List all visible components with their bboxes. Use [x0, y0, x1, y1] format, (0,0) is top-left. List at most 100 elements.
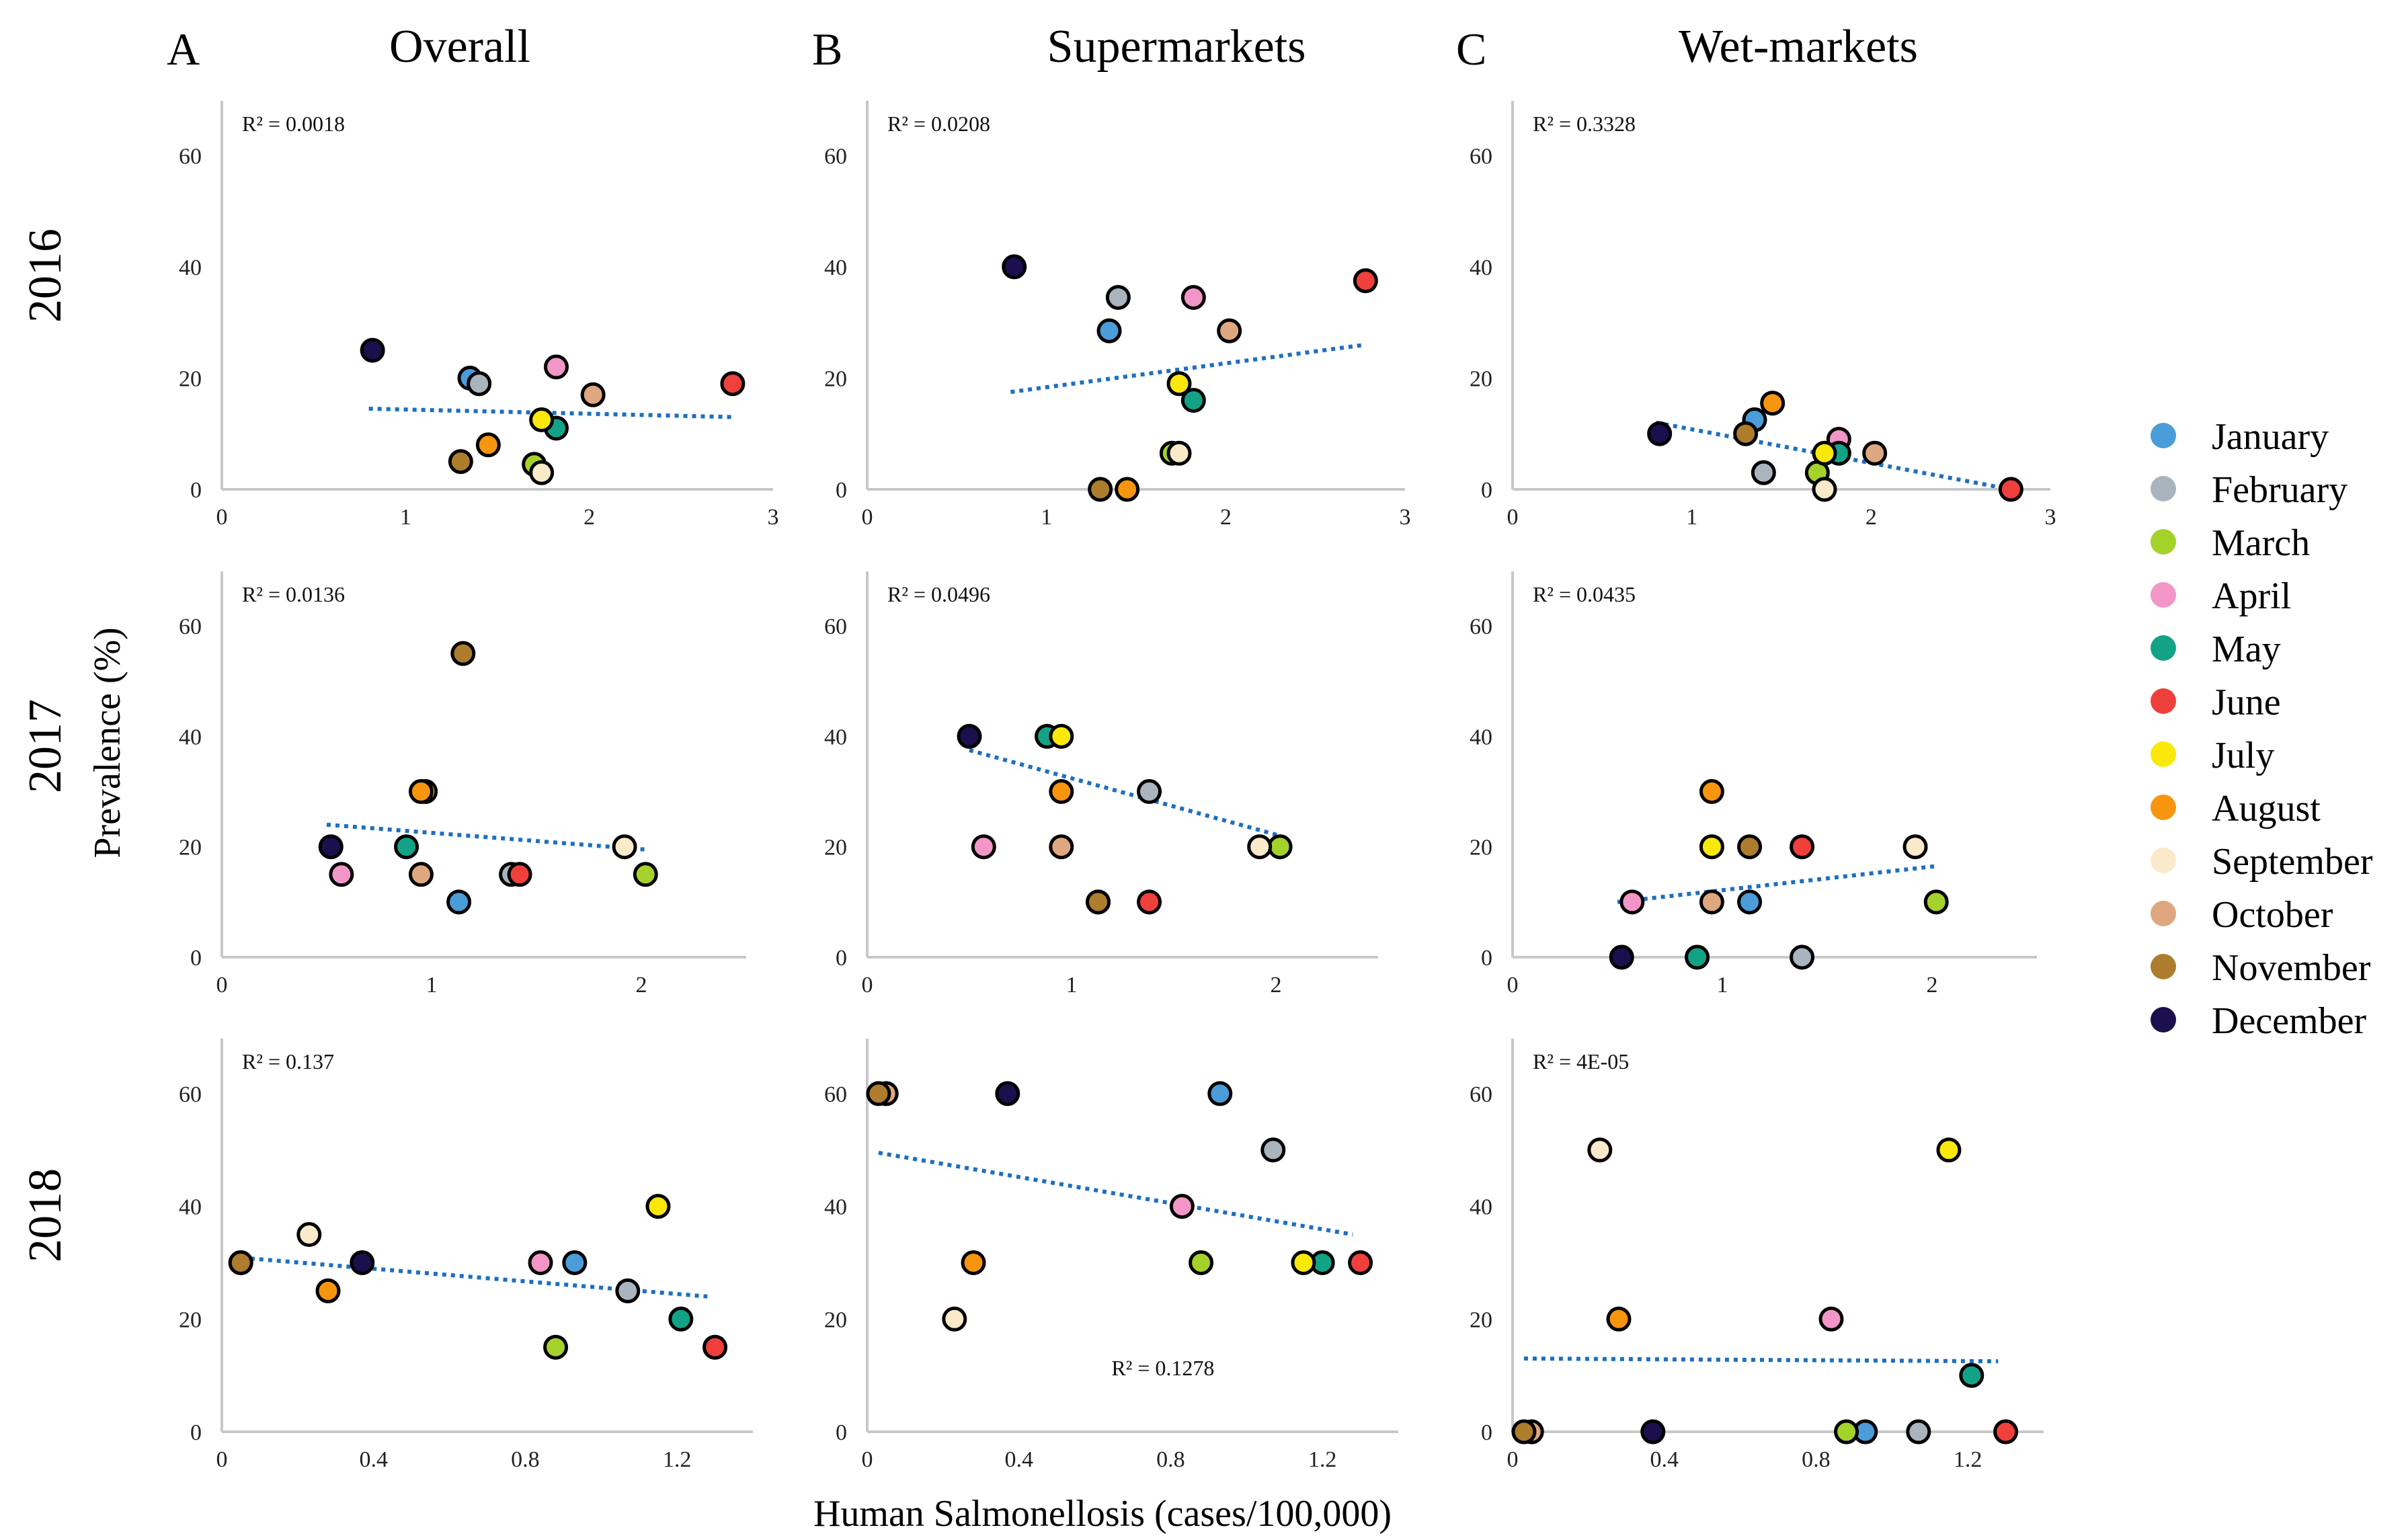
- point-november: [228, 1250, 253, 1275]
- legend-label-july: July: [2212, 735, 2274, 776]
- y-tick-label: 20: [824, 366, 847, 391]
- legend-label-november: November: [2212, 947, 2371, 989]
- point-november: [866, 1081, 891, 1106]
- point-december: [350, 1250, 375, 1275]
- x-tick-label: 2: [636, 973, 647, 998]
- y-tick-label: 0: [1481, 946, 1492, 971]
- point-march: [1834, 1419, 1859, 1445]
- point-may: [1685, 944, 1710, 970]
- panel-1-2: 0 20 40 60 0 1 2 R² = 0.0435: [1470, 571, 2037, 998]
- point-april: [329, 862, 354, 887]
- point-april: [1180, 284, 1206, 310]
- x-tick-label: 1.2: [1308, 1447, 1337, 1472]
- panel-0-1: 0 20 40 60 0 1 2 3 R² = 0.0208: [824, 101, 1411, 530]
- point-april: [1169, 1194, 1195, 1219]
- point-november: [1088, 477, 1113, 502]
- legend-label-january: January: [2212, 416, 2329, 458]
- panel-2-2: 0 20 40 60 0 0.4 0.8 1.2 R² = 4E-05: [1470, 1039, 2044, 1472]
- point-july: [1936, 1137, 1962, 1163]
- point-august: [961, 1250, 986, 1275]
- legend-swatch-november: [2151, 954, 2176, 979]
- legend-swatch-january: [2151, 423, 2176, 448]
- r-squared-label: R² = 4E-05: [1533, 1049, 1629, 1073]
- legend-label-december: December: [2212, 1000, 2366, 1042]
- point-december: [1640, 1419, 1666, 1445]
- point-may: [394, 834, 419, 860]
- trend-line: [1617, 864, 1937, 904]
- x-tick-label: 0.8: [1156, 1447, 1185, 1472]
- panel-0-2: 0 20 40 60 0 1 2 3 R² = 0.3328: [1470, 101, 2056, 530]
- x-tick-label: 1: [1066, 973, 1078, 998]
- year-label-2016: 2016: [19, 229, 71, 323]
- y-tick-label: 0: [836, 946, 847, 971]
- y-tick-label: 60: [1470, 1082, 1492, 1107]
- y-tick-label: 40: [824, 1195, 847, 1220]
- point-may: [1180, 388, 1206, 413]
- trend-line: [969, 748, 1281, 838]
- point-june: [1993, 1419, 2019, 1445]
- point-february: [1137, 779, 1162, 805]
- legend-label-october: October: [2212, 894, 2333, 936]
- trend-line: [1655, 420, 2011, 491]
- y-tick-label: 40: [179, 1195, 202, 1220]
- point-august: [1699, 779, 1724, 805]
- r-squared-label: R² = 0.0018: [242, 112, 345, 136]
- x-tick-label: 2: [584, 505, 595, 530]
- y-tick-label: 40: [1470, 255, 1492, 280]
- point-may: [1959, 1363, 1984, 1388]
- point-june: [1137, 889, 1162, 915]
- y-tick-label: 0: [836, 478, 847, 503]
- x-tick-label: 1: [1686, 505, 1697, 530]
- y-tick-label: 40: [179, 725, 202, 749]
- point-march: [1267, 834, 1293, 860]
- y-tick-label: 40: [824, 255, 847, 280]
- point-november: [1737, 834, 1763, 860]
- point-october: [1862, 440, 1888, 466]
- year-labels: 2016 2017 2018: [19, 229, 71, 1262]
- y-tick-label: 20: [179, 1307, 202, 1332]
- r-squared-label: R² = 0.0435: [1533, 582, 1636, 606]
- y-tick-label: 0: [190, 1420, 202, 1445]
- legend-swatch-october: [2151, 901, 2176, 926]
- point-september: [1812, 477, 1837, 502]
- x-tick-label: 1: [1041, 505, 1052, 530]
- x-tick-label: 2: [1866, 505, 1877, 530]
- y-tick-label: 20: [179, 366, 202, 391]
- y-tick-label: 60: [1470, 614, 1492, 639]
- point-january: [1207, 1081, 1233, 1106]
- legend-swatch-march: [2151, 529, 2176, 555]
- legend-label-april: April: [2212, 575, 2291, 617]
- legend-label-august: August: [2212, 788, 2321, 829]
- r-squared-label: R² = 0.1278: [1111, 1356, 1214, 1380]
- point-september: [942, 1306, 967, 1332]
- x-tick-label: 3: [1400, 505, 1411, 530]
- column-title-overall: Overall: [389, 21, 530, 73]
- panel-1-1: 0 20 40 60 0 1 2 R² = 0.0496: [824, 571, 1378, 998]
- y-tick-label: 0: [836, 1420, 847, 1445]
- x-tick-label: 0: [1507, 1447, 1519, 1472]
- r-squared-label: R² = 0.137: [242, 1049, 334, 1073]
- point-june: [720, 371, 746, 397]
- point-march: [543, 1334, 569, 1360]
- legend-swatch-september: [2151, 848, 2176, 873]
- point-july: [1812, 440, 1837, 466]
- x-tick-label: 0.8: [511, 1447, 540, 1472]
- legend-swatch-may: [2151, 635, 2176, 661]
- point-august: [1606, 1306, 1632, 1332]
- y-tick-label: 60: [824, 614, 847, 639]
- y-tick-label: 20: [824, 836, 847, 860]
- x-tick-label: 0.4: [1004, 1447, 1033, 1472]
- point-july: [1291, 1250, 1316, 1275]
- point-january: [1737, 889, 1763, 915]
- point-september: [1902, 834, 1928, 860]
- point-december: [1647, 421, 1673, 446]
- point-july: [1699, 834, 1724, 860]
- x-tick-label: 3: [2045, 505, 2056, 530]
- x-tick-label: 0.4: [359, 1447, 388, 1472]
- point-august: [1049, 779, 1074, 805]
- legend-swatch-december: [2151, 1007, 2176, 1032]
- y-tick-label: 20: [1470, 1307, 1492, 1332]
- point-may: [668, 1306, 694, 1332]
- y-axis-title: Prevalence (%): [87, 627, 128, 858]
